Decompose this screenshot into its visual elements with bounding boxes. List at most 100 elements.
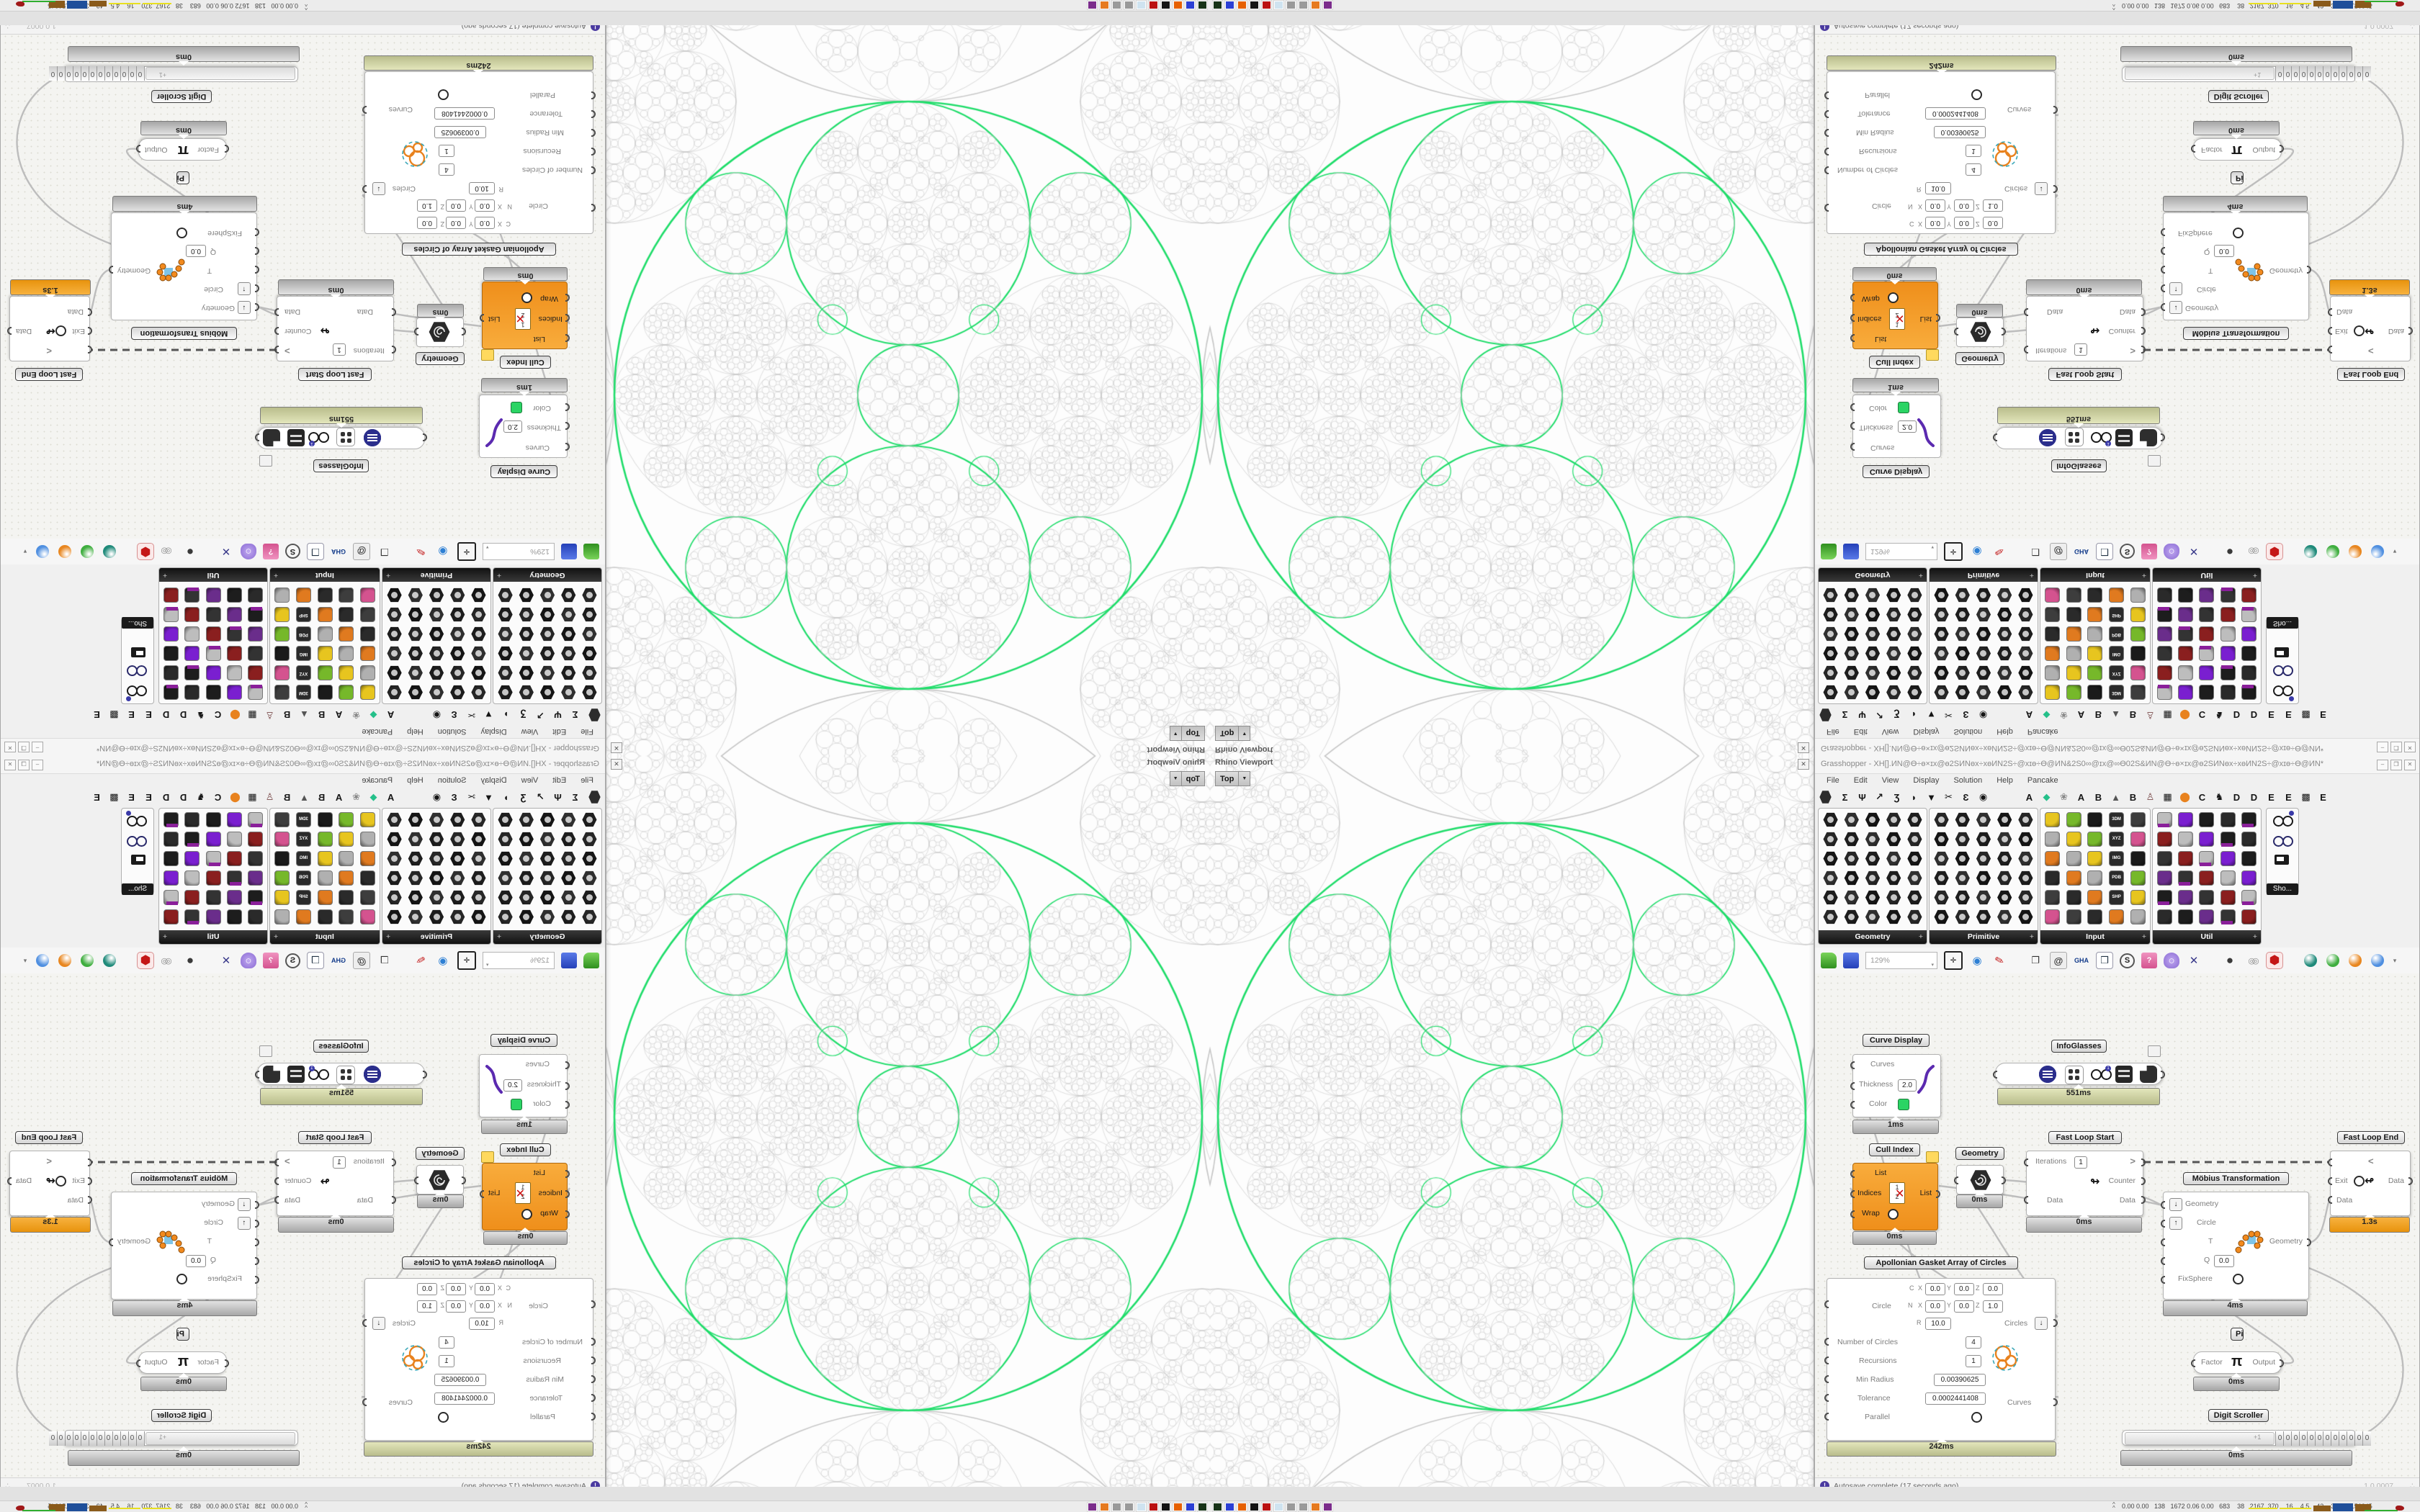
plugin-tab-17[interactable]: ▦ (248, 710, 257, 721)
menu-pancake[interactable]: Pancake (2027, 776, 2058, 785)
component-icon[interactable] (1886, 685, 1901, 700)
component-icon[interactable] (540, 685, 555, 700)
digit-5[interactable]: 0 (97, 66, 105, 81)
component-icon[interactable] (2199, 626, 2215, 642)
node-mobius[interactable]: ↓ Geometry ↑ Circle T Q 0.0 FixSphere Ge… (109, 1192, 259, 1300)
node-label-pi[interactable]: Pi (176, 1328, 189, 1341)
port-data-out[interactable]: Data (16, 1176, 32, 1185)
window-icon[interactable]: ❒ (2096, 543, 2113, 560)
panel-more[interactable]: + (163, 932, 168, 941)
component-icon[interactable]: SHP (2109, 607, 2125, 622)
app-terminal-icon[interactable] (1212, 0, 1223, 10)
digit-7[interactable]: 0 (81, 1431, 89, 1446)
gem-red-icon[interactable]: ⬢ (2266, 952, 2283, 969)
component-icon[interactable] (2178, 665, 2194, 680)
component-icon[interactable] (2066, 665, 2081, 680)
panel-footer-input[interactable]: Input + (270, 930, 380, 944)
app-cat-icon[interactable] (1249, 1502, 1260, 1512)
menu-solution[interactable]: Solution (437, 776, 467, 785)
plugin-tab-11[interactable]: ❀ (2060, 791, 2068, 802)
port-data-out[interactable]: Data (16, 327, 32, 336)
component-icon[interactable] (359, 890, 375, 905)
node-infoglasses[interactable]: 1 (1993, 1063, 2165, 1085)
component-icon[interactable] (317, 665, 333, 680)
app-notepad-icon[interactable] (1273, 0, 1284, 10)
component-icon[interactable] (359, 832, 375, 847)
component-icon[interactable] (561, 607, 576, 622)
component-icon[interactable] (450, 832, 465, 847)
menu-edit[interactable]: Edit (552, 776, 567, 785)
app-maze-icon-2[interactable] (1298, 0, 1309, 10)
plugin-tab-25[interactable]: ▩ (109, 710, 119, 721)
port-thickness[interactable]: Thickness (526, 423, 561, 432)
component-icon[interactable] (339, 588, 354, 603)
component-icon[interactable] (1955, 626, 1970, 642)
component-icon[interactable] (471, 607, 486, 622)
component-icon[interactable] (2157, 665, 2173, 680)
value-number[interactable]: 4 (439, 163, 454, 176)
menu-solution[interactable]: Solution (1953, 776, 1983, 785)
flatten-icon[interactable]: ↓ (2169, 301, 2182, 314)
component-icon[interactable] (1823, 812, 1838, 827)
find-loupe-icon[interactable]: S (285, 544, 300, 559)
exit-toggle[interactable] (55, 1176, 66, 1187)
component-icon[interactable] (163, 870, 179, 886)
component-icon[interactable] (2087, 665, 2103, 680)
component-icon[interactable] (582, 685, 597, 700)
plugin-tab-20[interactable]: ♞ (2215, 710, 2224, 721)
value-ny[interactable]: 0.0 (1954, 1300, 1974, 1313)
plugin-tab-12[interactable]: A (335, 791, 343, 803)
component-icon[interactable] (1934, 588, 1949, 603)
component-icon[interactable] (2241, 626, 2257, 642)
component-icon[interactable] (498, 646, 513, 661)
port-fixsphere[interactable]: FixSphere (2178, 1274, 2213, 1283)
component-icon[interactable] (540, 626, 555, 642)
component-icon[interactable] (247, 626, 263, 642)
component-icon[interactable] (1976, 851, 1991, 866)
digit-7[interactable]: 0 (2331, 1431, 2339, 1446)
component-icon[interactable] (2045, 588, 2061, 603)
node-fast-loop-start[interactable]: Iterations 1 > ↬ Counter Data Data (274, 1151, 396, 1216)
value-tolerance[interactable]: 0.0002441408 (1925, 107, 1986, 120)
component-icon[interactable] (2130, 832, 2146, 847)
minimize-button[interactable]: – (32, 760, 43, 770)
plugin-tab-12[interactable]: A (2077, 709, 2085, 721)
node-mobius[interactable]: ↓ Geometry ↑ Circle T Q 0.0 FixSphere Ge… (2161, 1192, 2311, 1300)
component-icon[interactable] (1865, 890, 1881, 905)
value-cz[interactable]: 0.0 (1983, 1283, 2003, 1295)
component-icon[interactable] (226, 646, 242, 661)
port-output[interactable]: Output (2252, 145, 2275, 154)
component-icon[interactable] (205, 909, 221, 924)
panel-footer-primitive[interactable]: Primitive + (382, 568, 490, 582)
exit-toggle[interactable] (2354, 325, 2365, 336)
component-icon[interactable] (2018, 909, 2033, 924)
component-icon[interactable] (247, 870, 263, 886)
port-data-out[interactable]: Data (2388, 1176, 2404, 1185)
component-icon[interactable] (1976, 646, 1991, 661)
window-icon[interactable]: ❒ (2096, 952, 2113, 969)
component-icon[interactable] (450, 909, 465, 924)
component-icon[interactable] (471, 685, 486, 700)
app-terminal-icon[interactable] (1197, 0, 1208, 10)
port-list-out[interactable]: List (1919, 315, 1932, 323)
node-infoglasses[interactable]: 1 (1993, 427, 2165, 449)
zoom-level-select[interactable]: 129% ▾ (483, 952, 555, 969)
node-label-cull-index[interactable]: Cull Index (500, 1143, 551, 1156)
plugin-tab-6[interactable]: ✂ (467, 791, 475, 802)
close-button[interactable]: ✕ (2404, 742, 2416, 752)
component-icon[interactable] (408, 832, 423, 847)
value-cx[interactable]: 0.0 (1925, 217, 1945, 229)
infoglasses-grid-icon[interactable] (336, 1066, 355, 1084)
ball-orange-icon[interactable] (57, 544, 73, 559)
ball-orange-icon[interactable] (57, 953, 73, 968)
port-t[interactable]: T (2208, 266, 2213, 275)
open-file-icon[interactable] (583, 544, 599, 559)
infoglasses-goggles-icon[interactable]: 1 (308, 431, 329, 446)
component-icon[interactable] (1934, 832, 1949, 847)
plugin-tab-5[interactable]: ▼ (1927, 791, 1936, 803)
panel-more[interactable]: + (2141, 571, 2146, 580)
plugin-tab-3[interactable]: Ʒ (520, 791, 526, 803)
panel-footer-util[interactable]: Util + (159, 568, 267, 582)
component-icon[interactable] (2178, 832, 2194, 847)
component-icon[interactable] (2087, 870, 2103, 886)
